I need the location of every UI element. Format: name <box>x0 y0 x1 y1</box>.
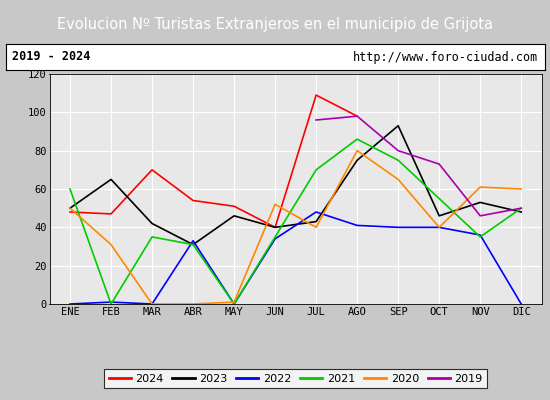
Text: Evolucion Nº Turistas Extranjeros en el municipio de Grijota: Evolucion Nº Turistas Extranjeros en el … <box>57 16 493 32</box>
Legend: 2024, 2023, 2022, 2021, 2020, 2019: 2024, 2023, 2022, 2021, 2020, 2019 <box>104 369 487 388</box>
Text: http://www.foro-ciudad.com: http://www.foro-ciudad.com <box>353 50 538 64</box>
Text: 2019 - 2024: 2019 - 2024 <box>12 50 90 64</box>
